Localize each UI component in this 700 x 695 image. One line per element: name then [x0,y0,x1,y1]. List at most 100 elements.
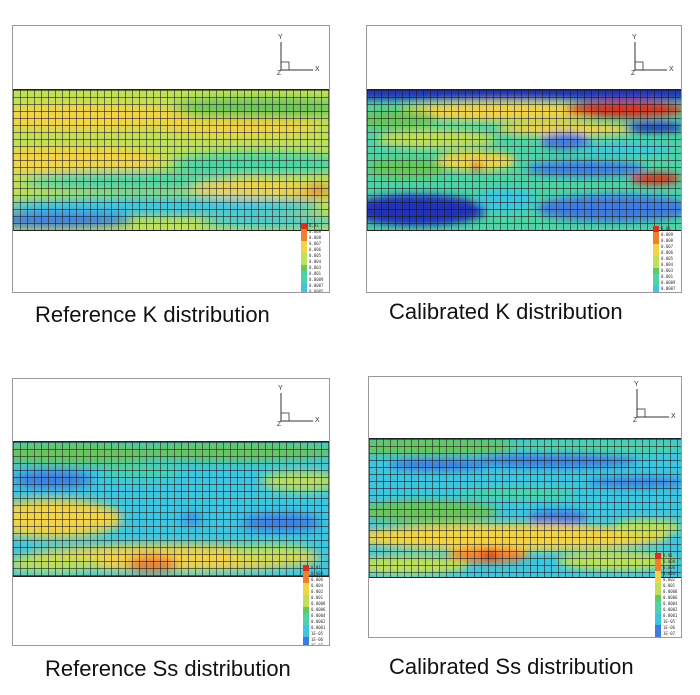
legend-level-label: 0.0007 [661,286,676,291]
legend-level-label: 0.0004 [311,613,326,618]
color-legend: 0.01 0.009 0.008 0.007 0.006 0.005 0.004 0.003 0… [301,223,327,293]
legend-swatch [301,265,307,271]
legend-swatch [303,601,309,607]
legend-swatch [655,607,661,613]
x-axis-label: X [671,413,676,420]
y-axis-label: Y [632,34,637,41]
legend-swatch [653,280,659,286]
legend-swatch [303,589,309,595]
legend-level-label: 0.0001 [311,625,326,630]
legend-swatch [301,277,307,283]
legend-swatch [655,631,661,637]
legend-level-label: 0.0006 [311,607,326,612]
x-axis-label: X [315,66,320,73]
legend-swatch [655,613,661,619]
legend-level-label: 0.001 [311,595,324,600]
reference-ss-caption: Reference Ss distribution [45,656,291,681]
mesh-grid [369,439,681,577]
axis-triad-icon: Y X Z [629,34,675,77]
legend-swatch [655,571,661,577]
legend-level-label: 0.01 [661,226,671,231]
legend-swatch [653,250,659,256]
legend-swatch [303,613,309,619]
legend-level-label: 1E-05 [663,619,676,624]
legend-level-label: 0.003 [661,268,674,273]
legend-swatch [653,244,659,250]
legend-level-label: 0.004 [309,259,322,264]
legend-level-label: 0.007 [309,241,322,246]
legend-swatch [303,595,309,601]
calibrated-k-caption: Calibrated K distribution [389,299,623,324]
legend-level-label: 1E-07 [311,643,324,646]
legend-level-label: 0.006 [663,565,676,570]
legend-swatch [301,235,307,241]
legend-level-label: 0.0009 [309,277,324,282]
legend-level-label: 0.0004 [663,601,678,606]
legend-swatch [655,583,661,589]
legend-level-label: 0.002 [663,577,676,582]
legend-level-label: 0.01 [309,223,319,228]
axis-triad-icon: Y X Z [631,381,677,424]
legend-level-label: 0.002 [311,589,324,594]
legend-swatch [303,565,309,571]
color-legend: 0.01 0.008 0.006 0.004 0.002 0.001 0.0008 0.000… [655,553,681,638]
legend-swatch [655,637,661,638]
color-legend: 0.01 0.009 0.008 0.007 0.006 0.005 0.004 0.003 0… [653,226,679,293]
legend-swatch [303,619,309,625]
legend-swatch [301,259,307,265]
legend-swatch [655,619,661,625]
x-axis-label: X [669,66,674,73]
legend-level-label: 0.006 [311,577,324,582]
legend-level-label: 1E-05 [311,631,324,636]
legend-level-label: 0.0002 [663,607,678,612]
axis-triad-icon: Y X Z [275,385,321,428]
legend-swatch [301,283,307,289]
legend-level-label: 0.009 [309,229,322,234]
legend-level-label: 0.0008 [663,589,678,594]
legend-level-label: 0.005 [309,253,322,258]
legend-level-label: 0.004 [661,262,674,267]
legend-level-label: 0.007 [661,244,674,249]
legend-swatch [653,286,659,292]
legend-swatch [653,292,659,293]
legend-level-label: 0.0005 [309,289,324,293]
legend-swatch [301,241,307,247]
legend-level-label: 0.003 [309,265,322,270]
legend-swatch [303,577,309,583]
mesh-grid [13,442,329,576]
contour-field [369,438,681,578]
legend-swatch [301,253,307,259]
legend-level-label: 0.001 [661,274,674,279]
legend-swatch [653,226,659,232]
legend-level-label: 0.0005 [661,292,675,293]
legend-level-label: 0.001 [663,583,676,588]
legend-swatch [653,268,659,274]
legend-level-label: 1E-06 [311,637,324,642]
legend-level-label: 0.0006 [663,595,678,600]
z-axis-label: Z [633,417,638,424]
legend-swatch [655,565,661,571]
contour-field [367,89,681,231]
legend-level-label: 0.008 [661,238,674,243]
legend-level-label: 0.004 [663,571,676,576]
legend-level-label: 0.008 [663,559,676,564]
legend-swatch [301,229,307,235]
legend-swatch [301,289,307,292]
legend-swatch [653,256,659,262]
legend-swatch [303,643,309,645]
y-axis-label: Y [278,34,283,41]
legend-swatch [655,625,661,631]
legend-swatch [303,583,309,589]
mesh-grid [13,90,329,230]
color-legend: 0.01 0.008 0.006 0.004 0.002 0.001 0.0008 0.000… [303,565,329,646]
legend-swatch [655,577,661,583]
legend-swatch [301,223,307,229]
legend-swatch [303,607,309,613]
legend-level-label: 0.0007 [309,283,324,288]
axis-triad-icon: Y X Z [275,34,321,77]
calibrated-ss-panel: Y X Z 0.01 0. [368,376,682,638]
y-axis-label: Y [278,385,283,392]
legend-swatch [655,595,661,601]
legend-swatch [655,589,661,595]
legend-swatch [303,571,309,577]
